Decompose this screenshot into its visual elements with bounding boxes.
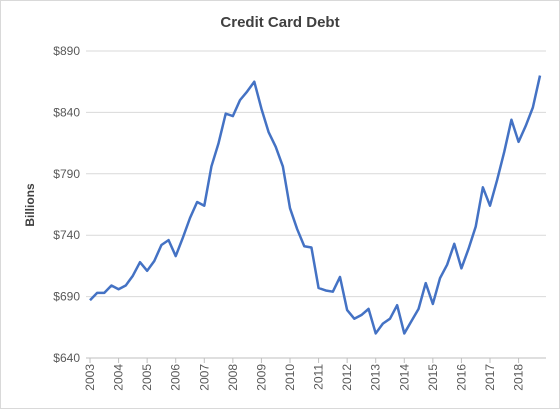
x-tick-label: 2012 bbox=[340, 364, 354, 391]
y-tick-label: $790 bbox=[53, 167, 80, 181]
x-tick-label: 2007 bbox=[197, 364, 211, 391]
y-tick-label: $690 bbox=[53, 290, 80, 304]
x-tick-label: 2005 bbox=[140, 364, 154, 391]
y-tick-label: $640 bbox=[53, 351, 80, 365]
x-tick-label: 2014 bbox=[397, 364, 411, 391]
x-tick-label: 2017 bbox=[483, 364, 497, 391]
y-tick-label: $840 bbox=[53, 105, 80, 119]
x-tick-label: 2010 bbox=[283, 364, 297, 391]
x-tick-label: 2016 bbox=[454, 364, 468, 391]
x-tick-label: 2018 bbox=[512, 364, 526, 391]
x-tick-label: 2008 bbox=[226, 364, 240, 391]
x-tick-label: 2006 bbox=[169, 364, 183, 391]
x-tick-label: 2009 bbox=[254, 364, 268, 391]
x-tick-label: 2013 bbox=[369, 364, 383, 391]
x-tick-label: 2015 bbox=[426, 364, 440, 391]
y-tick-label: $740 bbox=[53, 228, 80, 242]
x-tick-label: 2003 bbox=[83, 364, 97, 391]
data-line bbox=[89, 75, 542, 335]
x-tick-label: 2004 bbox=[112, 364, 126, 391]
x-tick-label: 2011 bbox=[312, 364, 326, 390]
y-tick-label: $890 bbox=[53, 44, 80, 58]
y-axis-title: Billions bbox=[23, 183, 37, 227]
chart-title: Credit Card Debt bbox=[220, 14, 339, 31]
